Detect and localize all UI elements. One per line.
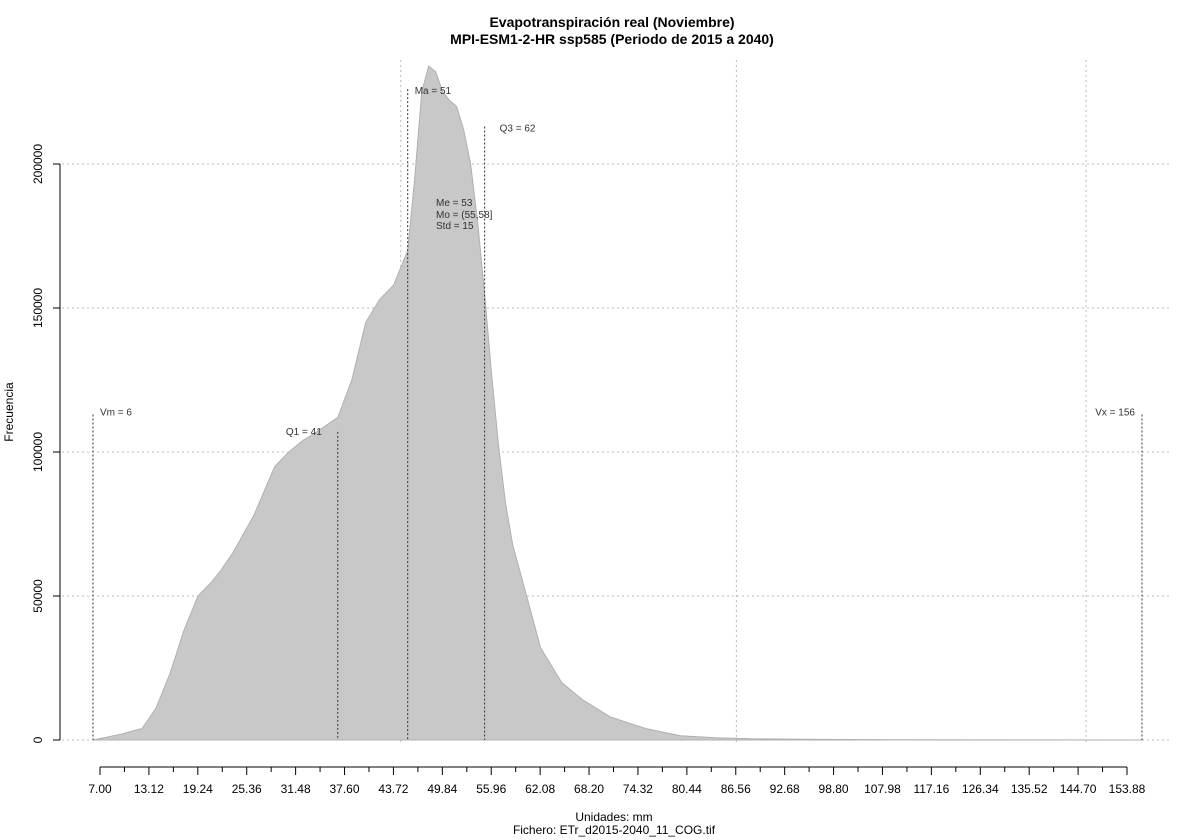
density-area [92, 65, 1143, 741]
marker-label-vm: Vm = 6 [100, 408, 132, 419]
x-tick-label: 92.68 [770, 782, 800, 796]
x-tick-label: 126.34 [962, 782, 999, 796]
chart-subtitle: MPI-ESM1-2-HR ssp585 (Periodo de 2015 a … [450, 31, 774, 47]
x-tick-label: 13.12 [134, 782, 164, 796]
x-tick-label: 49.84 [427, 782, 457, 796]
marker-label-q3: Q3 = 62 [500, 124, 536, 135]
y-tick-label: 50000 [31, 579, 45, 613]
x-tick-label: 98.80 [819, 782, 849, 796]
x-tick-label: 135.52 [1011, 782, 1048, 796]
y-tick-label: 200000 [31, 144, 45, 184]
x-tick-label: 7.00 [88, 782, 112, 796]
density-curve [92, 65, 1143, 741]
x-tick-label: 86.56 [721, 782, 751, 796]
marker-label-ma: Ma = 51 [415, 86, 452, 97]
footer-filename: Fichero: ETr_d2015-2040_11_COG.tif [513, 823, 716, 837]
x-tick-label: 144.70 [1060, 782, 1097, 796]
x-tick-label: 31.48 [281, 782, 311, 796]
marker-label-q1: Q1 = 41 [286, 427, 322, 438]
x-tick-label: 117.16 [913, 782, 949, 796]
x-tick-label: 19.24 [183, 782, 213, 796]
x-tick-label: 68.20 [574, 782, 604, 796]
axes: 0 50000 100000 150000 200000 7.00 13.12 19.24 25… [31, 144, 1146, 796]
y-tick-label: 150000 [31, 288, 45, 328]
stat-mode: Mo = (55,58] [436, 210, 493, 221]
x-tick-label: 25.36 [232, 782, 262, 796]
y-tick-label: 0 [31, 736, 45, 743]
x-tick-label: 43.72 [378, 782, 408, 796]
x-axis-label: Unidades: mm [575, 810, 652, 824]
x-tick-label: 153.88 [1109, 782, 1146, 796]
y-axis-label: Frecuencia [2, 382, 16, 442]
marker-label-vx: Vx = 156 [1095, 408, 1135, 419]
x-tick-label: 107.98 [864, 782, 901, 796]
chart-title: Evapotranspiración real (Noviembre) [489, 14, 734, 30]
x-tick-label: 74.32 [623, 782, 653, 796]
stat-median: Me = 53 [436, 198, 473, 209]
x-tick-label: 37.60 [330, 782, 360, 796]
x-tick-label: 55.96 [476, 782, 506, 796]
stat-std: Std = 15 [436, 221, 474, 232]
x-tick-label: 80.44 [672, 782, 702, 796]
marker-lines: Vm = 6 Q1 = 41 Ma = 51 Q3 = 62 Vx = 156 [92, 86, 1143, 740]
x-tick-label: 62.08 [525, 782, 555, 796]
y-tick-label: 100000 [31, 432, 45, 472]
